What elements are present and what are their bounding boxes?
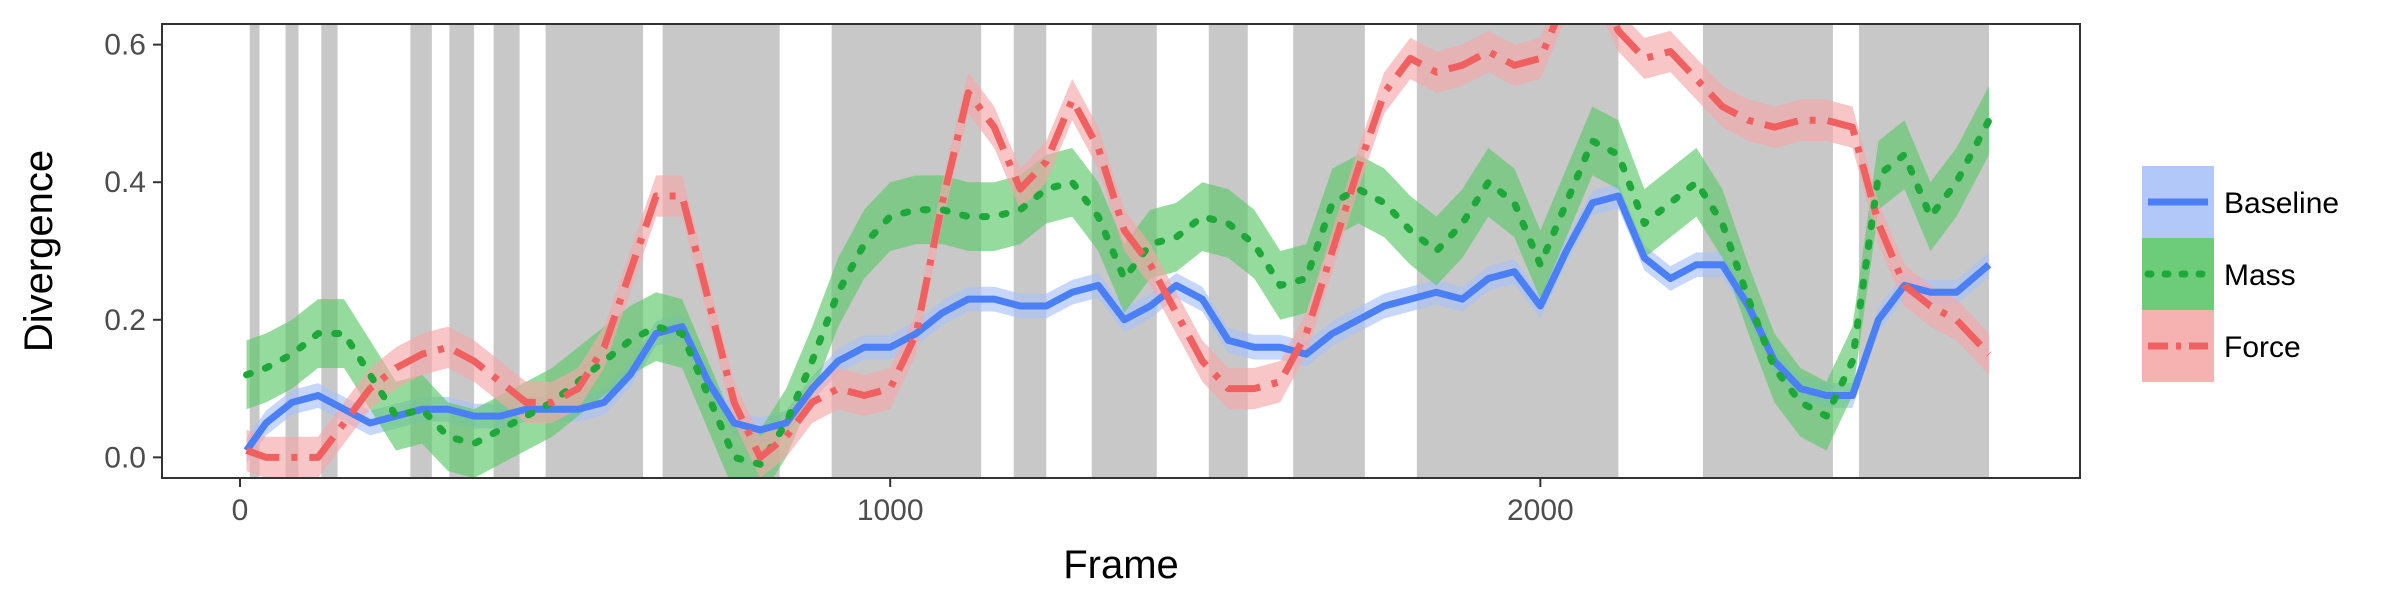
series-lines [243,24,1993,468]
shaded-interval [1013,24,1047,478]
x-tick-label: 1000 [857,494,924,527]
x-tick-label: 0 [232,494,249,527]
shaded-interval [249,24,260,478]
legend-label: Force [2224,331,2301,364]
confidence-bands [246,24,1989,478]
plot-border [161,23,2081,479]
legend-label: Baseline [2224,187,2339,220]
x-axis-title: Frame [1063,543,1179,587]
shaded-interval [1858,24,1989,478]
legend-label: Mass [2224,259,2296,292]
y-tick-label: 0.6 [104,29,146,62]
y-axis: 0.0 0.2 0.4 0.6 [104,29,162,474]
legend-item-force: Force [2142,310,2301,382]
x-tick-label: 2000 [1507,494,1574,527]
legend-item-baseline: Baseline [2142,166,2339,238]
series-line-force [245,24,1992,461]
y-axis-title: Divergence [17,150,61,352]
band-mass [246,85,1989,478]
series-line-baseline [243,192,1992,453]
x-axis: 0 1000 2000 [232,478,1574,527]
y-tick-label: 0.4 [104,166,146,199]
y-tick-label: 0.0 [104,441,146,474]
band-baseline [246,183,1989,463]
y-tick-label: 0.2 [104,304,146,337]
legend-item-mass: Mass [2142,238,2296,310]
legend: Baseline Mass Force [2142,166,2339,382]
series-line-mass [243,116,1993,468]
